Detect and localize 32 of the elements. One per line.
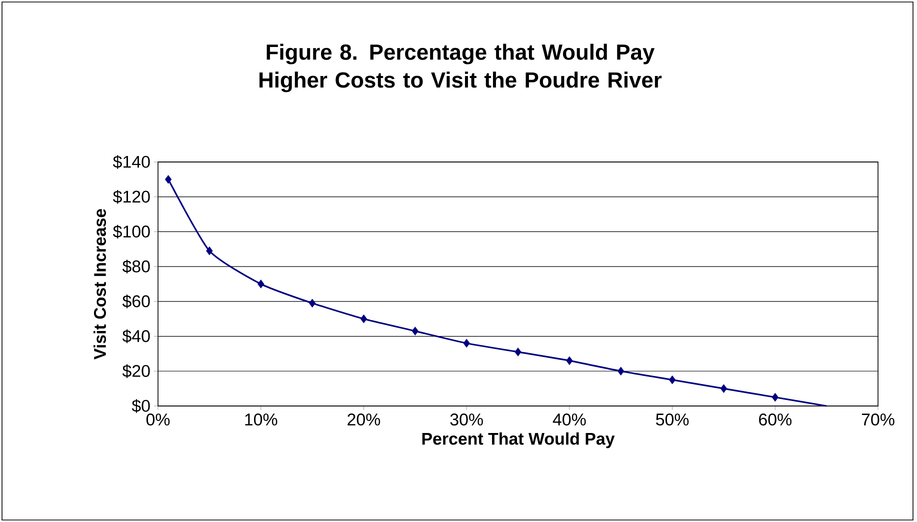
y-axis-title: Visit Cost Increase [94,208,106,360]
point [463,338,470,348]
y-tick-label: $80 [122,260,150,274]
x-tick-label: 20% [348,414,380,426]
point [668,375,676,384]
chart-title: Figure 8. Percentage that Would Pay Higher Costs to Visit the Poudre River [260,44,662,92]
y-tick-label: $100 [113,224,150,239]
x-tick-label: 70% [862,414,894,426]
point [258,280,264,288]
y-tick-label: $40 [122,329,150,344]
point [772,392,778,402]
point [720,384,728,393]
x-tick-label: 60% [759,414,792,426]
y-tick-label: $140 [113,155,150,169]
point [514,348,522,356]
x-tick-label: 10% [245,414,278,426]
point [206,246,213,256]
point [412,326,418,336]
point [360,314,368,324]
x-axis-title: Percent That Would Pay [422,432,615,448]
x-tick-label: 0% [146,414,170,426]
y-tick-label: $0 [132,399,150,413]
x-tick-label: 50% [656,414,689,426]
y-tick-label: $20 [122,364,150,378]
point [566,356,573,366]
x-tick-label: 30% [450,414,483,426]
y-tick-label: $120 [113,190,150,204]
point [164,175,172,184]
point [308,298,316,308]
point [618,366,624,376]
x-tick-label: 40% [552,414,586,426]
y-tick-label: $60 [122,294,150,308]
